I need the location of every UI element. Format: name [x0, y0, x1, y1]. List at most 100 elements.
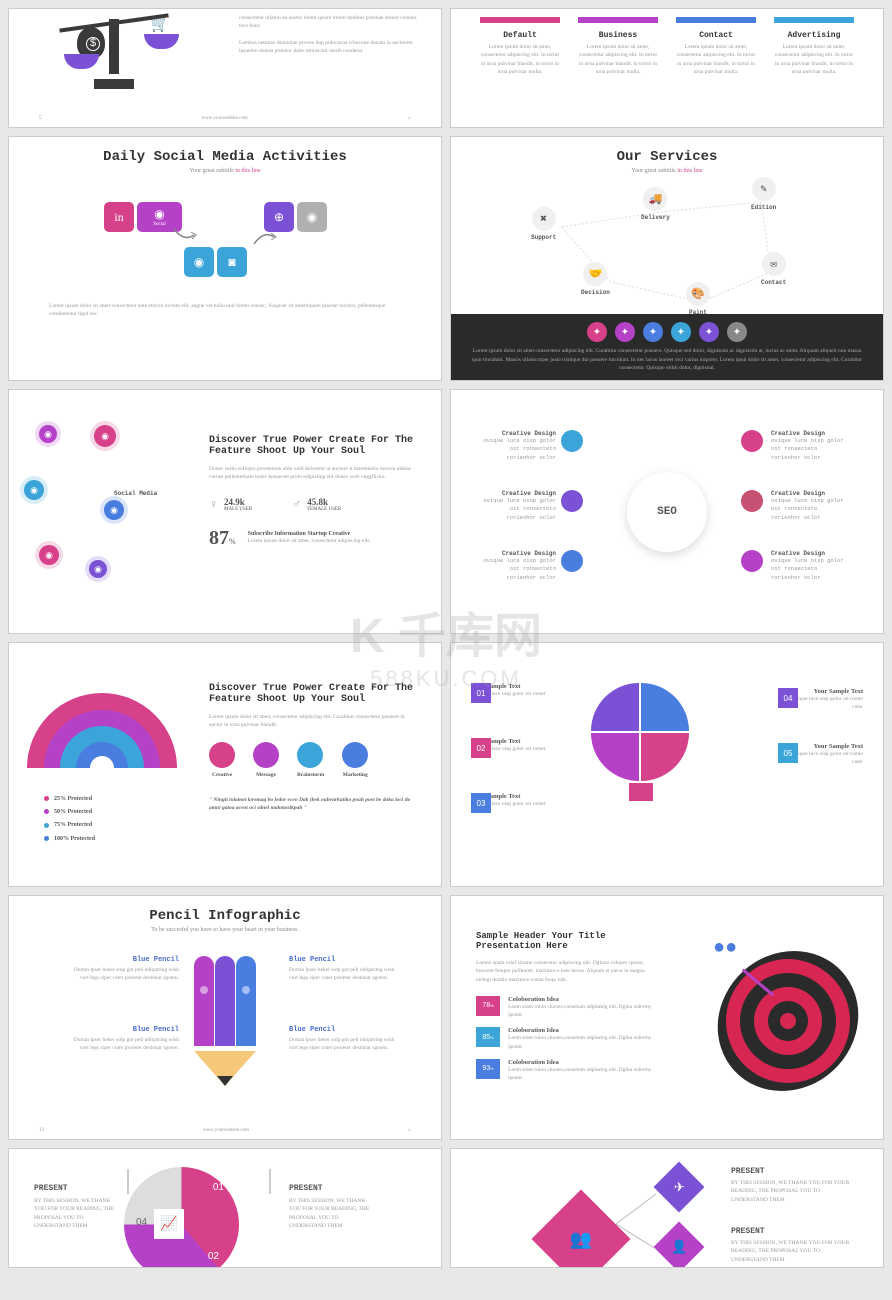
dart-icon: ●● — [713, 936, 737, 959]
legend-item: 25% Protected — [44, 793, 95, 806]
target-item: 85%Coloboration IdeaLoem sram rolon choo… — [476, 1027, 656, 1051]
bubbles-center: Social Media — [114, 490, 157, 497]
pencil-label: Blue PencilDortan lpser heker solp got p… — [69, 956, 179, 983]
bubbles-title: Discover True Power Create For The Featu… — [209, 435, 416, 457]
pencil-label: Blue PencilDortan lpser heker solp got p… — [69, 1026, 179, 1053]
col-item: AdvertisingLorem ipsum dolor sit amet, c… — [774, 17, 854, 76]
scale-text1: consectetur ullamn an auctor lorem ipsum… — [239, 14, 421, 31]
col-item: BusinessLorem ipsum dolor sit amet, cons… — [578, 17, 658, 76]
seo-label: Creative Designovique luce oisp golor oi… — [771, 490, 846, 522]
slide-rainbow: 25% Protected50% Protected75% Protected1… — [8, 642, 442, 887]
user-icon: ♂ — [292, 497, 301, 512]
services-title: Our Services — [451, 149, 883, 165]
service-node: ✖Support — [531, 207, 556, 241]
slide-social: Daily Social Media Activities Your great… — [8, 136, 442, 381]
social-box: ◉ — [297, 202, 327, 232]
target-item: 78%Coloboration IdeaLoem sram rolon choo… — [476, 996, 656, 1020]
balloon-item: 01Your Sample TextOvdique luce oisp golo… — [471, 683, 556, 707]
chart-icon: 📈 — [154, 1209, 184, 1239]
bar-icon: ✦ — [615, 322, 635, 342]
page-num: 13 — [39, 1128, 44, 1133]
slide-seo: SEO Creative Designovique luce oisp golo… — [450, 389, 884, 634]
seo-center: SEO — [627, 472, 707, 552]
service-node: ✉Contact — [761, 252, 786, 286]
service-icon: 🎨 — [686, 282, 710, 306]
laptop-icon: ⌂ — [408, 116, 411, 121]
bubbles-text: Donec sortis sollcpto prostentoin aldo o… — [209, 465, 416, 482]
scale-text2: Lembus nettntos dominian proven dup pubi… — [239, 39, 421, 56]
pencil-label: Blue PencilDortan lpser heker solp got p… — [289, 956, 399, 983]
seo-label: Creative Designovique luce oisp golor oi… — [771, 550, 846, 582]
rainbow-title: Discover True Power Create For The Featu… — [209, 683, 416, 705]
legend-item: 75% Protected — [44, 819, 95, 832]
rainbow-quote: " Ningit lolamot loremag bo ledor eceo D… — [209, 796, 416, 813]
social-bubble: ◉ — [94, 425, 116, 447]
target-graphic: ●● — [718, 951, 858, 1091]
balloon-item: Your Sample TextOvdique luce oisp golor … — [778, 688, 863, 712]
user-icon: ♀ — [209, 497, 218, 512]
bar-icon: ✦ — [643, 322, 663, 342]
slide-scale: 🛒 consectetur ullamn an auctor lorem ips… — [8, 8, 442, 128]
page-num: 5 — [39, 116, 42, 121]
service-icon: 🤝 — [583, 262, 607, 286]
bar-icon: ✦ — [587, 322, 607, 342]
seo-dot — [561, 490, 583, 512]
pencil-title: Pencil Infographic — [9, 908, 441, 924]
social-bubble: ◉ — [89, 560, 107, 578]
service-node: 🚚Delivery — [641, 187, 670, 221]
seo-dot — [741, 490, 763, 512]
seo-dot — [561, 550, 583, 572]
balloon-graphic — [591, 683, 691, 813]
service-icon: ✎ — [752, 177, 776, 201]
social-para: Lorem ipsum dolor sit amet consectetur a… — [49, 302, 401, 319]
social-box: ◙ — [217, 247, 247, 277]
seo-label: Creative Designovique luce oisp golor oi… — [481, 430, 556, 462]
bar-icon: ✦ — [671, 322, 691, 342]
services-bar-text: Lorem ipsum dolor sit amet consectetur a… — [471, 347, 863, 372]
social-title: Daily Social Media Activities — [9, 149, 441, 165]
slide-pie: PRESENT BY THIS SESSION, WE THANK YOU FO… — [8, 1148, 442, 1268]
slide-balloon: 01Your Sample TextOvdique luce oisp golo… — [450, 642, 884, 887]
pencil-sub: To be succesful you have to have your he… — [9, 927, 441, 933]
seo-dot — [741, 430, 763, 452]
service-node: 🎨Paint — [686, 282, 710, 316]
footer-site: www.yourwebsite.com — [202, 116, 248, 121]
seo-label: Creative Designovique luce oisp golor oi… — [481, 550, 556, 582]
balloon-item: Your Sample TextOvdique luce oisp golor … — [778, 743, 863, 767]
seo-label: Creative Designovique luce oisp golor oi… — [771, 430, 846, 462]
service-icon: ✉ — [762, 252, 786, 276]
slide-diamonds: 👥 ✈ 👤 PRESENT BY THIS SESSION, WE THANK … — [450, 1148, 884, 1268]
target-title: Sample Header Your Title Presentation He… — [476, 931, 656, 951]
legend-item: 50% Protected — [44, 806, 95, 819]
social-sub2: in this line — [235, 168, 260, 174]
bar-icon: ✦ — [727, 322, 747, 342]
slide-services: Our Services Your great subtitle in this… — [450, 136, 884, 381]
social-box: in — [104, 202, 134, 232]
social-bubble: ◉ — [39, 545, 59, 565]
legend-item: 100% Protected — [44, 833, 95, 846]
col-item: DefaultLorem ipsum dolor sit amet, conse… — [480, 17, 560, 76]
pencil-graphic — [194, 956, 256, 1086]
cart-icon: 🛒 — [151, 17, 168, 34]
dot-item: Marketing — [342, 742, 368, 778]
social-bubble: ◉ — [104, 500, 124, 520]
service-node: ✎Edition — [751, 177, 776, 211]
col-item: ContactLorem ipsum dolor sit amet, conse… — [676, 17, 756, 76]
scale-graphic: 🛒 — [39, 9, 189, 89]
seo-dot — [561, 430, 583, 452]
pie-graphic: 01 02 04 📈 — [124, 1167, 239, 1268]
slide-4cols: DefaultLorem ipsum dolor sit amet, conse… — [450, 8, 884, 128]
laptop-icon: ⌂ — [408, 1128, 411, 1133]
target-text: Loemn spam rolaf sitome consecetur adipi… — [476, 959, 656, 984]
slide-pencil: Pencil Infographic To be succesful you h… — [8, 895, 442, 1140]
pencil-label: Blue PencilDortan lpser heker solp got p… — [289, 1026, 399, 1053]
services-bar: ✦ ✦ ✦ ✦ ✦ ✦ Lorem ipsum dolor sit amet consec… — [451, 314, 883, 380]
dot-item: Brainstorm — [297, 742, 324, 778]
dot-item: Message — [253, 742, 279, 778]
service-node: 🤝Decision — [581, 262, 610, 296]
service-icon: ✖ — [532, 207, 556, 231]
service-icon: 🚚 — [643, 187, 667, 211]
social-sub1: Your great subtitle — [189, 168, 233, 174]
target-item: 93%Coloboration IdeaLoem sram rolon choo… — [476, 1059, 656, 1083]
bar-icon: ✦ — [699, 322, 719, 342]
